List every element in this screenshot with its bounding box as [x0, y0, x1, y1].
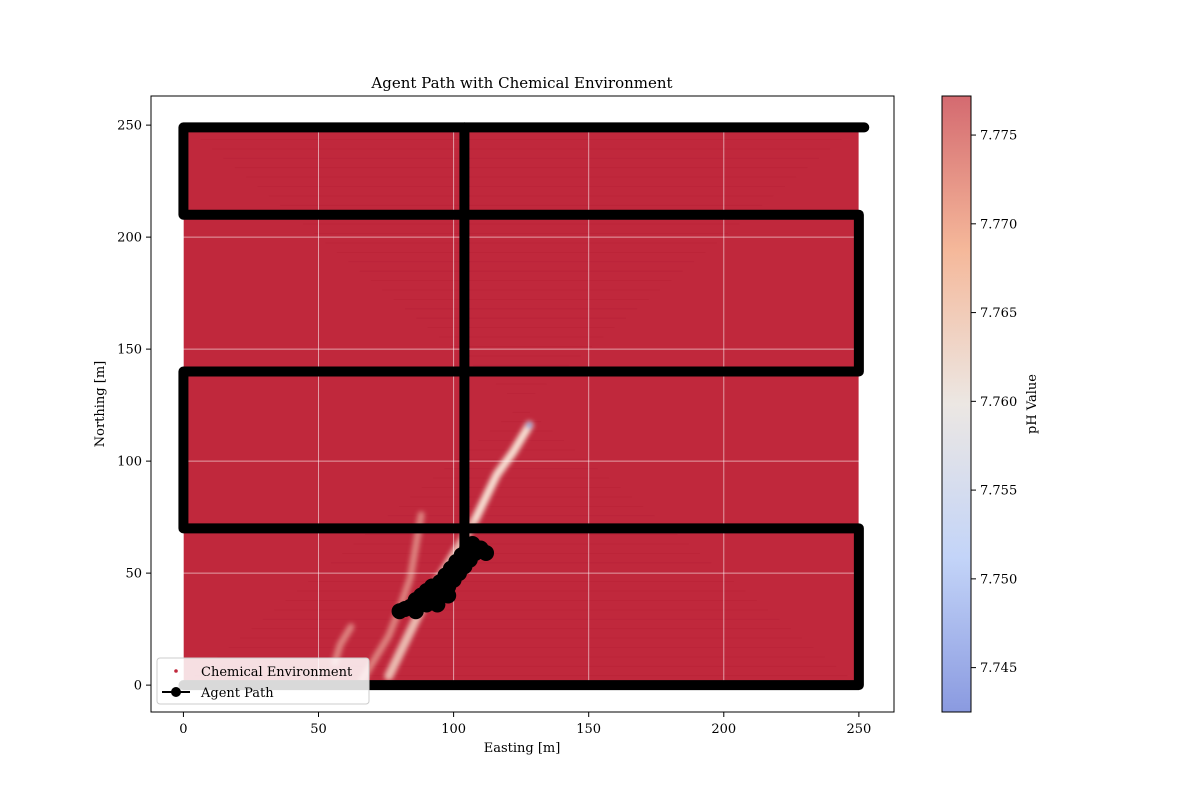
legend-marker-environment	[174, 669, 178, 673]
chart-title: Agent Path with Chemical Environment	[370, 74, 672, 92]
colorbar-tick-label: 7.770	[980, 217, 1017, 232]
agent-path-point	[440, 587, 457, 604]
agent-path	[178, 122, 870, 691]
agent-path-point	[478, 544, 495, 561]
colorbar-gradient	[941, 95, 972, 713]
legend-marker-agent-path	[171, 687, 181, 697]
y-tick-label: 0	[134, 679, 142, 694]
x-tick-label: 50	[310, 722, 327, 737]
y-tick-label: 50	[125, 567, 142, 582]
x-axis-ticks: 0 50 100 150 200 250	[179, 712, 871, 737]
x-tick-label: 100	[441, 722, 466, 737]
colorbar: 7.745 7.750 7.755 7.760 7.765 7.770 7.775 pH V…	[941, 95, 1040, 713]
environment-texture	[183, 129, 859, 686]
colorbar-tick-label: 7.775	[980, 129, 1017, 144]
axes-frame	[150, 95, 895, 713]
x-tick-label: 0	[179, 722, 187, 737]
x-tick-label: 150	[576, 722, 601, 737]
legend-label-environment: Chemical Environment	[201, 665, 353, 680]
colorbar-tick-label: 7.755	[980, 484, 1017, 499]
x-tick-label: 250	[846, 722, 871, 737]
y-tick-label: 200	[117, 231, 142, 246]
colorbar-tick-label: 7.745	[980, 661, 1017, 676]
x-axis-label: Easting [m]	[484, 741, 561, 756]
y-tick-label: 150	[117, 343, 142, 358]
plume-source	[526, 422, 533, 429]
colorbar-tick-label: 7.765	[980, 306, 1017, 321]
plot-area	[151, 96, 894, 712]
legend-box	[156, 657, 370, 705]
plume-branch	[331, 623, 355, 667]
y-axis-label: Northing [m]	[93, 361, 108, 447]
y-tick-label: 250	[117, 119, 142, 134]
y-tick-label: 100	[117, 455, 142, 470]
plume-core	[472, 422, 532, 522]
legend-label-agent-path: Agent Path	[200, 686, 274, 701]
colorbar-tick-label: 7.760	[980, 395, 1017, 410]
agent-path-survey	[178, 122, 870, 691]
colorbar-ticks: 7.745 7.750 7.755 7.760 7.765 7.770 7.775	[971, 129, 1017, 676]
colorbar-label: pH Value	[1025, 374, 1040, 434]
x-tick-label: 200	[711, 722, 736, 737]
y-axis-ticks: 0 50 100 150 200 250	[117, 119, 151, 694]
agent-path-point	[407, 603, 424, 620]
colorbar-tick-label: 7.750	[980, 572, 1017, 587]
legend: Chemical Environment Agent Path	[156, 657, 370, 705]
chemical-environment-field	[183, 125, 859, 686]
